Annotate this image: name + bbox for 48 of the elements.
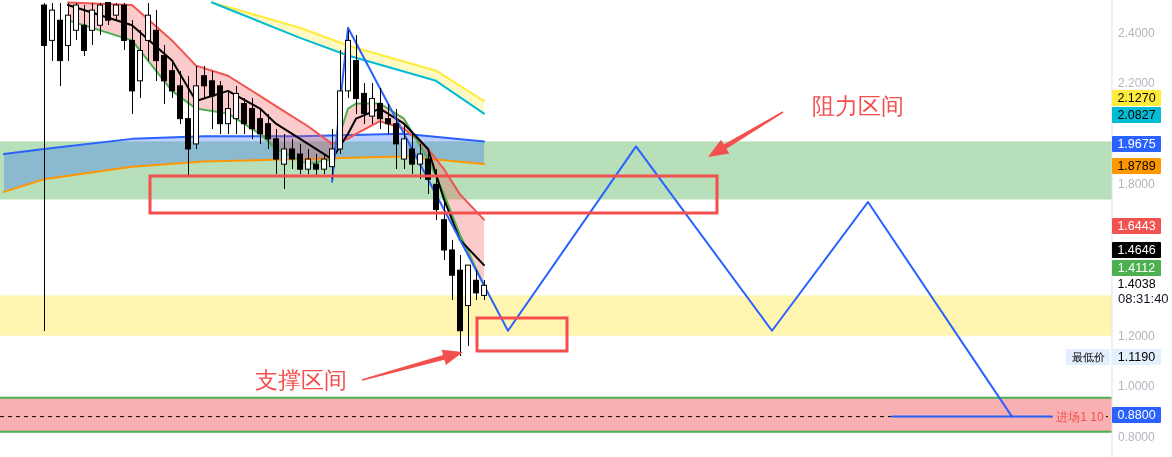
candlestick — [361, 82, 367, 125]
candlestick — [473, 269, 479, 302]
text: 08:31:40 — [1118, 290, 1169, 306]
band-label: 阻力区间 — [812, 93, 904, 119]
candlestick — [401, 122, 407, 170]
candlestick — [409, 133, 415, 175]
candlestick — [417, 143, 423, 181]
candlestick — [257, 107, 263, 145]
candlestick — [369, 82, 375, 125]
ref-line-label: 进场1 10 — [1056, 409, 1104, 424]
y-tick-label: 1.2000 — [1118, 328, 1156, 343]
text: 0.8800 — [1117, 408, 1156, 422]
y-tick-label: 2.4000 — [1118, 25, 1156, 40]
text: 1.4038 — [1117, 277, 1156, 291]
candlestick — [209, 69, 215, 130]
text: 1.6443 — [1117, 219, 1156, 233]
text: 1.8789 — [1117, 159, 1156, 173]
candlestick — [313, 153, 319, 178]
candlestick — [225, 90, 231, 135]
y-tick-label: 2.2000 — [1118, 76, 1156, 91]
candlestick — [289, 138, 295, 170]
y-tick-label: 1.8000 — [1118, 177, 1156, 192]
candlestick — [305, 148, 311, 175]
text: 2.0827 — [1117, 108, 1156, 122]
y-tick-label: 1.0000 — [1118, 379, 1156, 394]
band-label: 支撑区间 — [255, 367, 347, 393]
candlestick — [481, 279, 487, 302]
candlestick — [249, 97, 255, 140]
candlestick — [265, 112, 271, 150]
text: 1.1190 — [1117, 350, 1156, 364]
candlestick — [385, 102, 391, 135]
text: 2.1270 — [1117, 91, 1156, 105]
candlestick — [169, 59, 175, 100]
text: 1.4112 — [1117, 261, 1156, 275]
candlestick — [201, 64, 207, 100]
candlestick — [321, 153, 327, 175]
candlestick — [273, 128, 279, 175]
candlestick — [297, 143, 303, 175]
candlestick — [393, 107, 399, 170]
candlestick — [377, 87, 383, 130]
annotation: 最低价 — [1071, 351, 1105, 363]
candlestick — [281, 133, 287, 191]
line-series — [67, 1, 485, 221]
text: 1.9675 — [1117, 137, 1156, 151]
candlestick — [329, 128, 335, 181]
text: 1.4646 — [1117, 243, 1156, 257]
candlestick — [241, 97, 247, 135]
y-tick-label: 0.8000 — [1118, 429, 1156, 444]
